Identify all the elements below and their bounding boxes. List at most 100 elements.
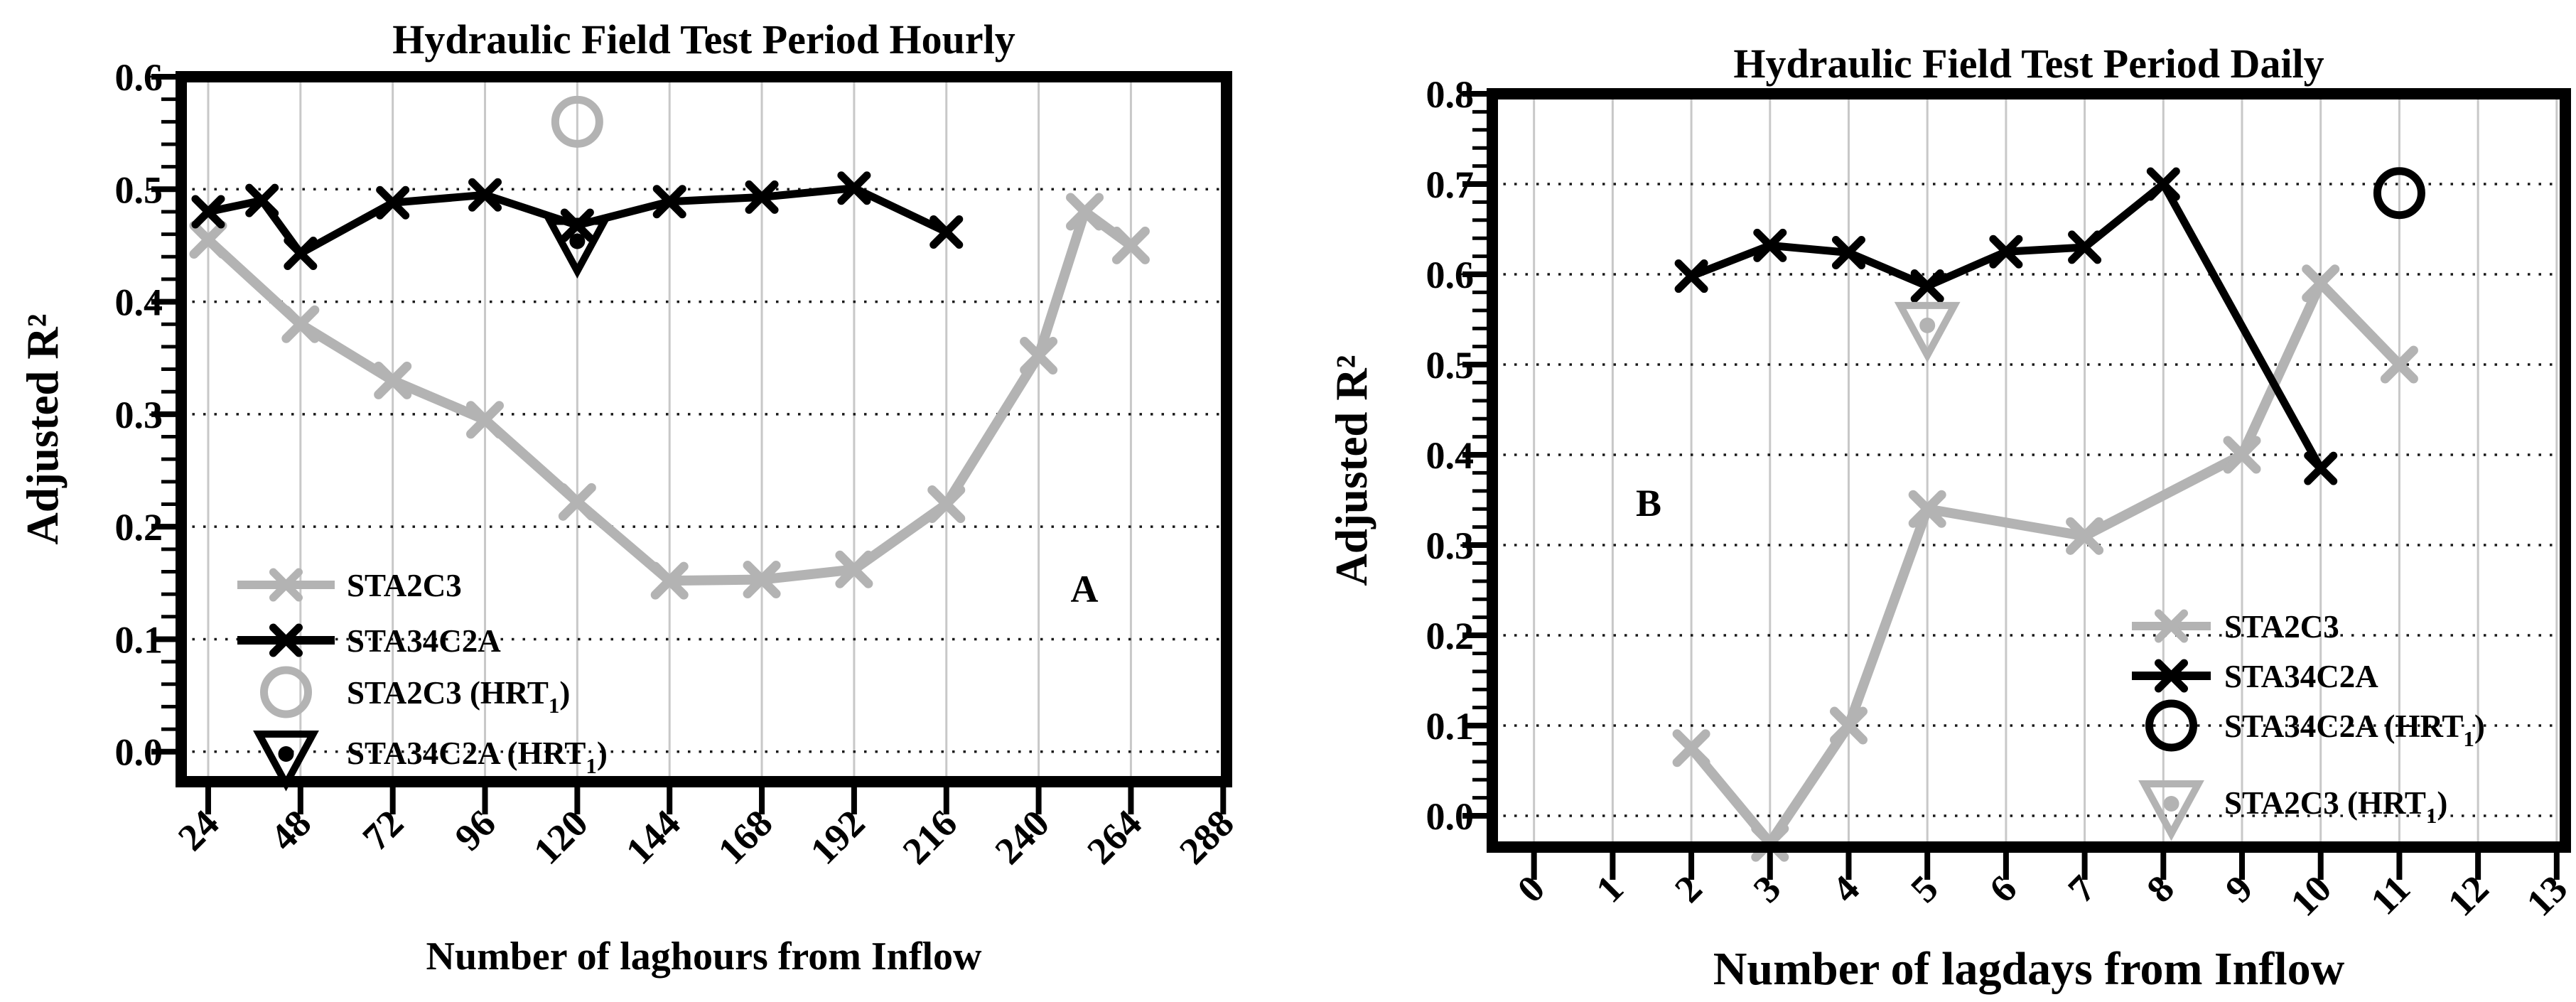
legend: STA2C3 STA34C2A STA34C2A (HRT1) STA2C3 (HRT… xyxy=(2132,609,2485,841)
data-point-sta2c3 xyxy=(835,550,873,588)
legend-label: STA34C2A xyxy=(347,623,501,659)
vertical-gridlines xyxy=(1533,94,2558,847)
y-tick-label: 0.1 xyxy=(1426,705,1475,748)
legend-sample-x-marker xyxy=(269,568,303,602)
horizontal-gridlines xyxy=(1492,92,2565,817)
y-tick-label: 0.7 xyxy=(1426,163,1475,206)
x-tick-label: 8 xyxy=(2138,867,2182,911)
data-point-sta34c2a xyxy=(1674,259,1708,293)
point-sta2c3-hrt xyxy=(551,95,603,148)
y-tick-label: 0.6 xyxy=(1426,254,1475,296)
data-point-sta2c3 xyxy=(927,485,966,523)
data-point-sta2c3 xyxy=(1111,226,1150,264)
point-sta34c2a-hrt xyxy=(2373,167,2425,220)
y-tick-label: 0.5 xyxy=(115,168,163,211)
x-tick-label: 6 xyxy=(1981,867,2025,911)
data-point-sta2c3 xyxy=(1066,193,1104,231)
x-tick-label: 4 xyxy=(1823,867,1868,911)
data-point-sta34c2a xyxy=(468,178,502,212)
x-tick-label: 11 xyxy=(2362,867,2418,923)
series-line-sta2c3 xyxy=(1686,278,2405,849)
chart-title-hourly: Hydraulic Field Test Period Hourly xyxy=(392,16,1015,63)
chart-daily-panel: STA2C3 STA34C2A STA34C2A (HRT1) STA2C3 (HRT… xyxy=(1426,73,2576,925)
data-point-sta2c3 xyxy=(1829,706,1868,745)
data-point-sta34c2a xyxy=(560,208,594,242)
x-tick-label: 264 xyxy=(1079,802,1150,873)
data-point-sta2c3 xyxy=(1908,490,1946,528)
legend-sample-triangle xyxy=(253,731,319,792)
y-tick-label: 0.2 xyxy=(1426,615,1475,657)
x-tick-label: 192 xyxy=(802,802,873,873)
data-point-sta2c3 xyxy=(2302,264,2340,303)
y-tick-label: 0.2 xyxy=(115,506,163,549)
data-point-sta34c2a xyxy=(1753,228,1787,262)
data-point-sta2c3 xyxy=(743,561,781,599)
legend-sample-x-marker xyxy=(269,623,303,657)
chart-title-daily: Hydraulic Field Test Period Daily xyxy=(1733,41,2324,87)
series-sta34c2a xyxy=(191,171,964,271)
x-tick-label: 168 xyxy=(710,802,781,873)
x-tick-label: 2 xyxy=(1666,867,1710,911)
y-tick-label: 0.3 xyxy=(1426,524,1475,567)
data-point-sta2c3 xyxy=(558,483,596,521)
legend-sample-circle xyxy=(260,666,312,718)
y-tick-label: 0.0 xyxy=(1426,795,1475,838)
x-tick-label: 48 xyxy=(262,802,320,859)
data-point-sta34c2a xyxy=(2068,230,2102,264)
panel-label-a: A xyxy=(1070,568,1099,610)
data-point-sta2c3 xyxy=(2066,517,2104,555)
legend-label: STA2C3 (HRT1) xyxy=(347,675,570,718)
data-point-sta2c3 xyxy=(650,561,689,600)
x-axis-title-hourly: Number of laghours from Inflow xyxy=(426,934,982,979)
data-point-sta34c2a xyxy=(191,195,225,229)
data-point-sta34c2a xyxy=(929,215,964,249)
panel-label-b: B xyxy=(1635,482,1662,524)
y-tick-label: 0.4 xyxy=(115,281,163,324)
legend-label: STA34C2A (HRT1) xyxy=(347,736,608,778)
y-tick-label: 0.5 xyxy=(1426,344,1475,387)
series-line-sta34c2a xyxy=(204,184,951,258)
x-tick-label: 120 xyxy=(525,802,596,873)
data-point-sta34c2a xyxy=(284,237,318,271)
data-point-sta2c3 xyxy=(374,361,412,399)
legend-sample-x-marker xyxy=(2155,609,2188,643)
legend-label: STA34C2A xyxy=(2224,659,2378,694)
data-point-sta34c2a xyxy=(652,185,686,219)
y-tick-label: 0.1 xyxy=(115,618,163,661)
legend-label: STA2C3 xyxy=(2224,609,2339,645)
y-tick-label: 0.3 xyxy=(115,394,163,436)
x-tick-label: 240 xyxy=(986,802,1057,873)
axes xyxy=(151,71,1232,814)
series-sta34c2a xyxy=(1674,167,2338,485)
data-point-sta34c2a xyxy=(1831,236,1865,270)
y-tick-label: 0.6 xyxy=(115,56,163,99)
axes xyxy=(1462,88,2571,880)
y-tick-label: 0.8 xyxy=(1426,73,1475,116)
legend-label: STA2C3 xyxy=(347,568,462,603)
data-point-sta2c3 xyxy=(281,305,320,343)
legend-label: STA2C3 (HRT1) xyxy=(2224,785,2447,828)
data-point-sta2c3 xyxy=(1020,337,1058,375)
y-tick-label: 0.0 xyxy=(115,731,163,774)
x-tick-label: 5 xyxy=(1902,867,1946,911)
data-point-sta34c2a xyxy=(1989,235,2023,269)
x-tick-label: 13 xyxy=(2518,867,2576,925)
legend-sample-circle xyxy=(2145,699,2197,752)
data-point-sta2c3 xyxy=(189,221,227,259)
x-tick-label: 7 xyxy=(2060,867,2104,911)
series-sta2c3 xyxy=(189,193,1150,600)
data-point-sta34c2a xyxy=(376,185,410,220)
data-point-sta34c2a xyxy=(837,171,871,205)
legend-sample-triangle xyxy=(2138,780,2204,841)
horizontal-gridlines xyxy=(181,75,1227,753)
point-sta2c3-hrt xyxy=(1894,301,1961,363)
x-tick-label: 12 xyxy=(2440,867,2497,925)
y-axis-title-hourly: Adjusted R² xyxy=(18,313,68,545)
data-point-sta34c2a xyxy=(2304,451,2338,485)
series-sta2c3 xyxy=(1672,264,2418,862)
x-tick-label: 0 xyxy=(1509,867,1553,911)
x-tick-label: 9 xyxy=(2217,867,2261,911)
data-point-sta34c2a xyxy=(745,180,779,214)
